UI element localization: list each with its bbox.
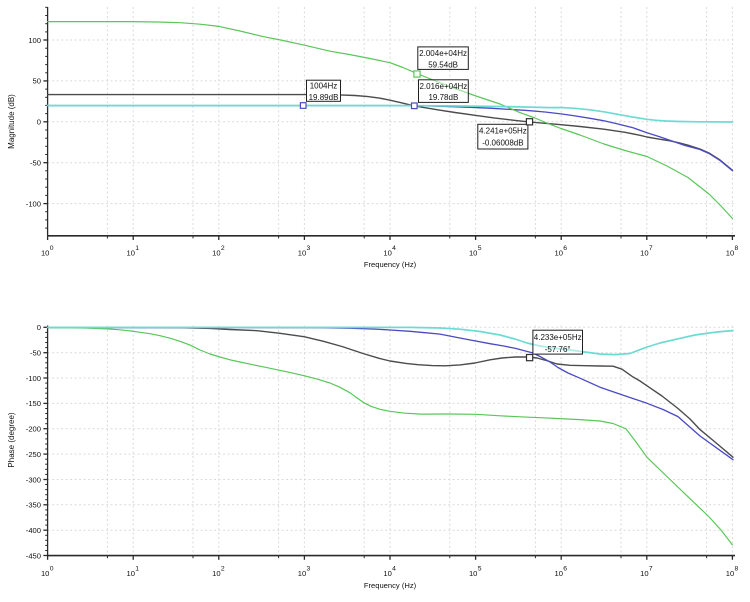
svg-text:10: 10 — [383, 248, 391, 257]
svg-text:6: 6 — [563, 245, 567, 252]
svg-text:10: 10 — [212, 569, 220, 578]
svg-text:10: 10 — [640, 569, 648, 578]
svg-text:0: 0 — [50, 245, 54, 252]
svg-text:10: 10 — [41, 569, 49, 578]
svg-text:7: 7 — [649, 565, 653, 572]
svg-text:10: 10 — [726, 569, 734, 578]
svg-text:10: 10 — [726, 248, 734, 257]
svg-text:Frequency (Hz): Frequency (Hz) — [364, 260, 417, 269]
svg-text:10: 10 — [555, 569, 563, 578]
svg-text:4: 4 — [392, 565, 396, 572]
svg-text:-150: -150 — [26, 399, 41, 408]
svg-text:4.233e+05Hz: 4.233e+05Hz — [534, 333, 582, 342]
svg-text:6: 6 — [563, 565, 567, 572]
svg-text:-0.06008dB: -0.06008dB — [482, 138, 523, 147]
svg-text:3: 3 — [307, 245, 311, 252]
svg-text:-350: -350 — [26, 501, 41, 510]
svg-text:10: 10 — [469, 248, 477, 257]
svg-text:8: 8 — [735, 245, 739, 252]
svg-text:-450: -450 — [26, 551, 41, 560]
svg-text:10: 10 — [127, 248, 135, 257]
svg-text:10: 10 — [127, 569, 135, 578]
svg-text:Frequency (Hz): Frequency (Hz) — [364, 581, 417, 590]
svg-text:1: 1 — [135, 245, 139, 252]
svg-text:10: 10 — [383, 569, 391, 578]
svg-text:4.241e+05Hz: 4.241e+05Hz — [479, 127, 527, 136]
svg-text:-100: -100 — [26, 199, 41, 208]
svg-text:-57.76°: -57.76° — [545, 345, 571, 354]
svg-text:-50: -50 — [30, 159, 41, 168]
svg-text:5: 5 — [478, 565, 482, 572]
svg-text:10: 10 — [212, 248, 220, 257]
svg-text:-50: -50 — [30, 349, 41, 358]
svg-text:4: 4 — [392, 245, 396, 252]
svg-text:10: 10 — [555, 248, 563, 257]
svg-text:0: 0 — [37, 118, 41, 127]
svg-text:2.016e+04Hz: 2.016e+04Hz — [419, 82, 467, 91]
svg-text:10: 10 — [298, 569, 306, 578]
svg-text:8: 8 — [735, 565, 739, 572]
svg-text:100: 100 — [28, 36, 41, 45]
svg-text:5: 5 — [478, 245, 482, 252]
svg-text:10: 10 — [640, 248, 648, 257]
svg-text:-400: -400 — [26, 526, 41, 535]
svg-text:2.004e+04Hz: 2.004e+04Hz — [419, 49, 467, 58]
svg-text:10: 10 — [298, 248, 306, 257]
svg-text:10: 10 — [41, 248, 49, 257]
svg-text:-200: -200 — [26, 425, 41, 434]
svg-text:-300: -300 — [26, 475, 41, 484]
svg-text:1: 1 — [135, 565, 139, 572]
svg-text:19.78dB: 19.78dB — [428, 93, 458, 102]
svg-text:2: 2 — [221, 245, 225, 252]
svg-text:3: 3 — [307, 565, 311, 572]
svg-text:0: 0 — [50, 565, 54, 572]
svg-text:Magnitude (dB): Magnitude (dB) — [7, 94, 16, 149]
svg-text:19.89dB: 19.89dB — [309, 93, 339, 102]
svg-text:2: 2 — [221, 565, 225, 572]
svg-text:59.54dB: 59.54dB — [428, 61, 458, 70]
svg-text:10: 10 — [469, 569, 477, 578]
svg-text:50: 50 — [33, 77, 41, 86]
svg-text:-100: -100 — [26, 374, 41, 383]
svg-text:Phase (degree): Phase (degree) — [7, 412, 16, 467]
svg-text:1004Hz: 1004Hz — [310, 82, 338, 91]
svg-text:0: 0 — [37, 323, 41, 332]
svg-text:7: 7 — [649, 245, 653, 252]
svg-text:-250: -250 — [26, 450, 41, 459]
